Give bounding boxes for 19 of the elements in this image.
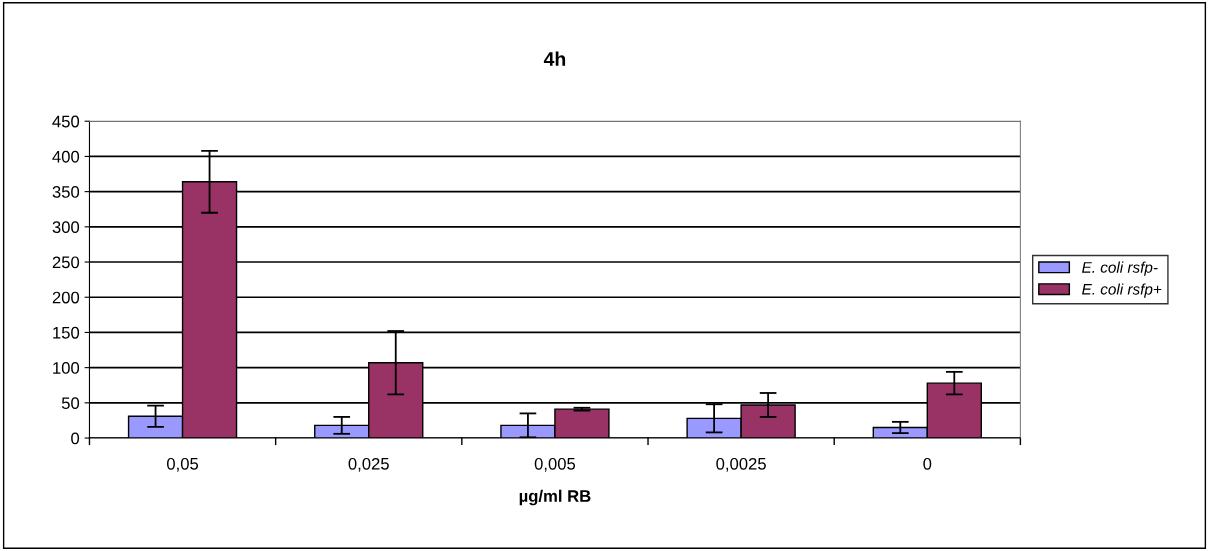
y-tick-label: 0 — [71, 432, 80, 445]
y-tick-label: 100 — [53, 362, 80, 374]
chart-title: 4h — [543, 51, 566, 66]
x-tick-label: 0,0025 — [716, 457, 766, 472]
x-axis-title: µg/ml RB — [519, 489, 591, 506]
y-tick-label: 400 — [52, 150, 80, 163]
y-tick-label: 200 — [52, 291, 80, 304]
x-tick-label: 0,025 — [348, 457, 389, 472]
x-tick-label: 0,05 — [166, 457, 199, 472]
legend-label: E. coli rsfp- — [1082, 261, 1158, 276]
x-tick-label: 0 — [923, 457, 932, 470]
y-tick-label: 350 — [52, 186, 80, 198]
x-tick-label: 0,005 — [534, 457, 576, 472]
y-tick-label: 450 — [52, 115, 80, 128]
y-tick-label: 150 — [53, 326, 80, 339]
y-tick-label: 50 — [61, 397, 80, 410]
y-tick-label: 300 — [52, 221, 80, 234]
y-tick-label: 250 — [52, 256, 80, 269]
legend-label: E. coli rsfp+ — [1082, 283, 1162, 298]
